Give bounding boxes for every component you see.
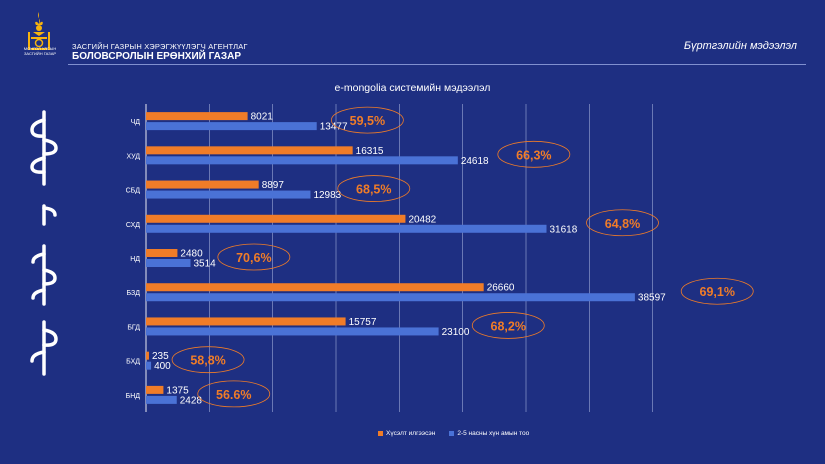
chart-title: e-mongolia системийн мэдээлэл: [334, 82, 491, 94]
bar-population: [146, 361, 152, 370]
bar-requested: [146, 385, 164, 394]
category-label: БГД: [127, 324, 140, 331]
header: МОНГОЛ УЛСЫН ЗАСГИЙН ГАЗАР ЗАСГИЙН ГАЗРЫ…: [0, 0, 825, 72]
data-label-requested: 235: [152, 351, 169, 362]
data-label-requested: 1375: [166, 385, 189, 396]
section-title: Бүртгэлийн мэдээлэл: [683, 40, 797, 52]
percent-label: 68,5%: [356, 183, 391, 197]
header-divider: [68, 64, 806, 65]
percent-label: 68,2%: [491, 319, 526, 333]
bar-population: [146, 122, 317, 131]
data-label-requested: 15757: [349, 317, 377, 328]
bar-population: [146, 156, 458, 165]
data-label-population: 3514: [194, 259, 217, 270]
data-label-requested: 8897: [262, 180, 285, 191]
percent-label: 66,3%: [516, 148, 551, 162]
category-label: НД: [130, 256, 140, 263]
percent-ellipse: [471, 312, 545, 339]
bar-population: [146, 259, 191, 267]
category-label: ЧД: [131, 119, 141, 126]
legend-item-requested: Хүсэлт илгээсэн: [378, 430, 435, 437]
legend-swatch-requested: [378, 430, 383, 436]
percent-ellipse: [197, 380, 271, 408]
percent-label: 69,1%: [700, 285, 735, 299]
legend-swatch-population: [449, 430, 455, 436]
percent-ellipse: [217, 243, 291, 271]
bar-requested: [146, 351, 149, 360]
data-label-requested: 2480: [180, 249, 203, 260]
bar-requested: [146, 214, 406, 223]
legend: Хүсэлт илгээсэн 2-5 насны хүн амын тоо: [378, 430, 529, 437]
category-label: ХУД: [126, 153, 140, 160]
bar-requested: [146, 180, 259, 189]
data-label-requested: 16315: [356, 146, 384, 157]
percent-ellipse: [337, 175, 411, 202]
bar-requested: [146, 283, 484, 292]
category-label: СБД: [126, 188, 141, 195]
data-label-population: 2428: [180, 395, 203, 406]
bar-population: [146, 190, 311, 199]
bar-population: [146, 327, 439, 336]
data-label-population: 23100: [442, 327, 470, 338]
percent-ellipse: [586, 209, 659, 237]
data-label-requested: 20482: [408, 214, 436, 225]
bar-requested: [146, 146, 353, 155]
legend-label-requested: Хүсэлт илгээсэн: [386, 430, 436, 437]
legend-label-population: 2-5 насны хүн амын тоо: [457, 430, 530, 437]
category-label: БНД: [126, 393, 141, 400]
soyombo-emblem-icon: [28, 12, 50, 50]
data-label-population: 400: [154, 361, 171, 372]
data-label-population: 12983: [313, 190, 341, 201]
mongolian-script-decoration: [30, 110, 58, 376]
percent-label: 64,8%: [605, 217, 640, 231]
agency-line: ЗАСГИЙН ГАЗРЫН ХЭРЭГЖҮҮЛЭГЧ АГЕНТЛАГ: [72, 42, 248, 51]
category-label: БХД: [126, 359, 140, 366]
data-label-population: 38597: [638, 293, 666, 304]
data-label-population: 13477: [320, 122, 348, 133]
legend-item-population: 2-5 насны хүн амын тоо: [449, 430, 529, 437]
data-label-requested: 26660: [487, 283, 515, 294]
bar-requested: [146, 249, 178, 257]
bar-population: [146, 224, 547, 233]
percent-ellipse: [330, 106, 404, 134]
bar-requested: [146, 317, 346, 326]
percent-label: 58,8%: [190, 354, 225, 368]
category-label: БЗД: [127, 290, 141, 297]
bar-requested: [146, 112, 248, 121]
emblem-caption: МОНГОЛ УЛСЫН ЗАСГИЙН ГАЗАР: [23, 46, 57, 56]
data-label-population: 31618: [549, 224, 577, 235]
percent-ellipse: [171, 346, 245, 374]
agency-name: БОЛОВСРОЛЫН ЕРӨНХИЙ ГАЗАР: [72, 51, 242, 62]
bar-population: [146, 395, 177, 404]
data-label-population: 24618: [461, 156, 489, 167]
data-label-requested: 8021: [251, 112, 274, 123]
percent-ellipse: [680, 277, 754, 305]
percent-label: 56.6%: [216, 388, 251, 402]
percent-ellipse: [497, 140, 571, 168]
percent-label: 70,6%: [236, 251, 271, 265]
percent-label: 59,5%: [350, 114, 385, 128]
category-label: СХД: [126, 222, 140, 229]
bar-population: [146, 293, 635, 302]
